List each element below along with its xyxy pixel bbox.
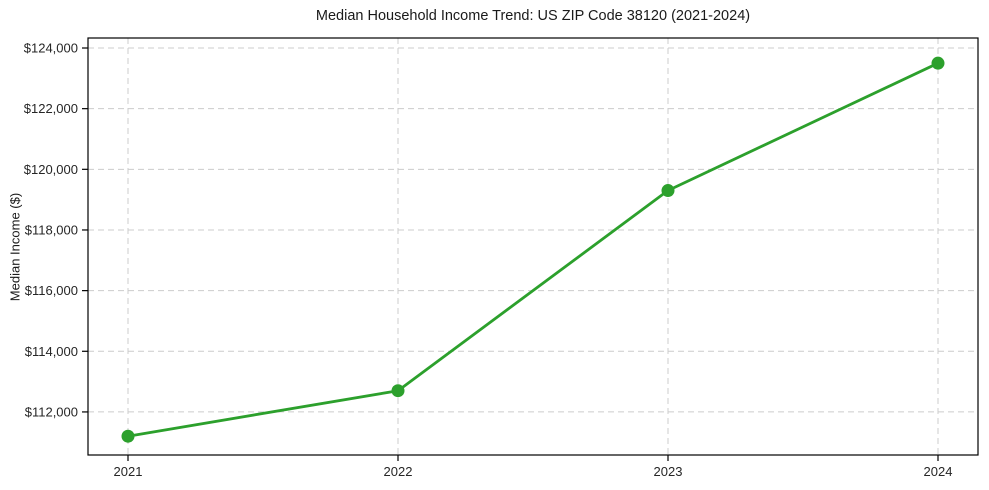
- y-tick-label: $124,000: [24, 41, 78, 56]
- y-tick-label: $118,000: [25, 222, 78, 237]
- chart-title: Median Household Income Trend: US ZIP Co…: [315, 8, 751, 24]
- trend-line: [126, 61, 940, 438]
- y-tick-label: $122,000: [24, 101, 78, 116]
- y-tick-label: $112,000: [25, 404, 78, 419]
- x-tick-label: 2023: [654, 464, 683, 479]
- data-point-2023: [661, 184, 675, 198]
- data-point-2022: [391, 384, 405, 398]
- x-tick-label: 2021: [114, 464, 143, 479]
- y-tick-label: $116,000: [25, 283, 78, 298]
- x-tick-label: 2024: [924, 464, 953, 479]
- plot-border: [87, 37, 979, 456]
- data-point-2024: [931, 56, 945, 70]
- data-point-2021: [121, 429, 135, 443]
- y-tick-label: $120,000: [24, 162, 78, 177]
- x-tick-label: 2022: [384, 464, 413, 479]
- y-tick-label: $114,000: [25, 344, 78, 359]
